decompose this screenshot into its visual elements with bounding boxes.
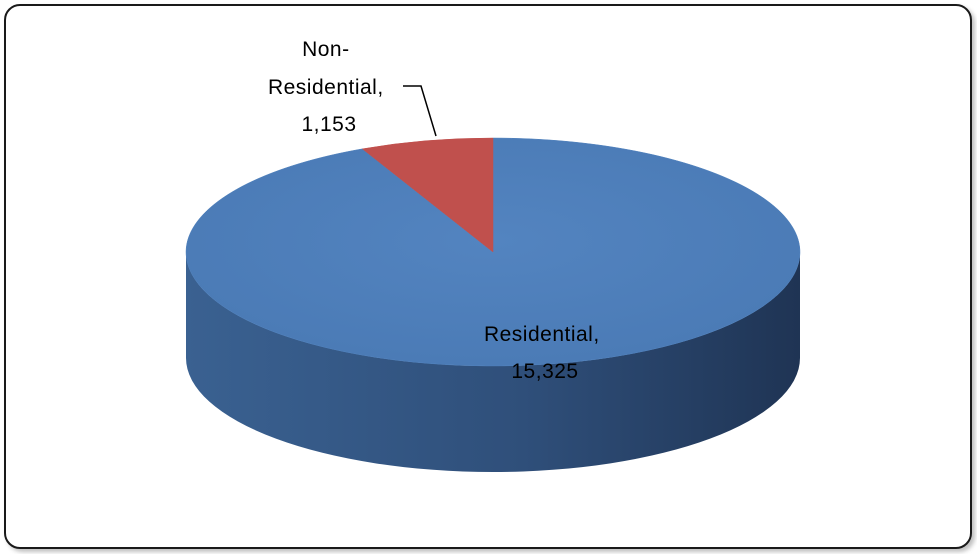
non-residential-label-line1: Non- <box>302 38 350 61</box>
pie-side-residential <box>186 252 800 472</box>
non-residential-label-value: 1,153 <box>301 113 356 136</box>
residential-label-value: 15,325 <box>511 360 578 383</box>
chart-area: Non- Residential, 1,153 Residential, 15,… <box>4 4 972 549</box>
pie-slice-non-residential <box>361 137 494 253</box>
residential-data-label: Residential, 15,325 <box>484 323 606 383</box>
non-residential-data-label: Non- Residential, 1,153 <box>268 38 390 136</box>
non-residential-leader-line <box>403 85 437 137</box>
non-residential-label-line2: Residential, <box>268 76 384 99</box>
pie-side-wall <box>186 252 800 472</box>
pie-chart: Non- Residential, 1,153 Residential, 15,… <box>185 38 801 472</box>
residential-label-line1: Residential, <box>484 323 600 346</box>
